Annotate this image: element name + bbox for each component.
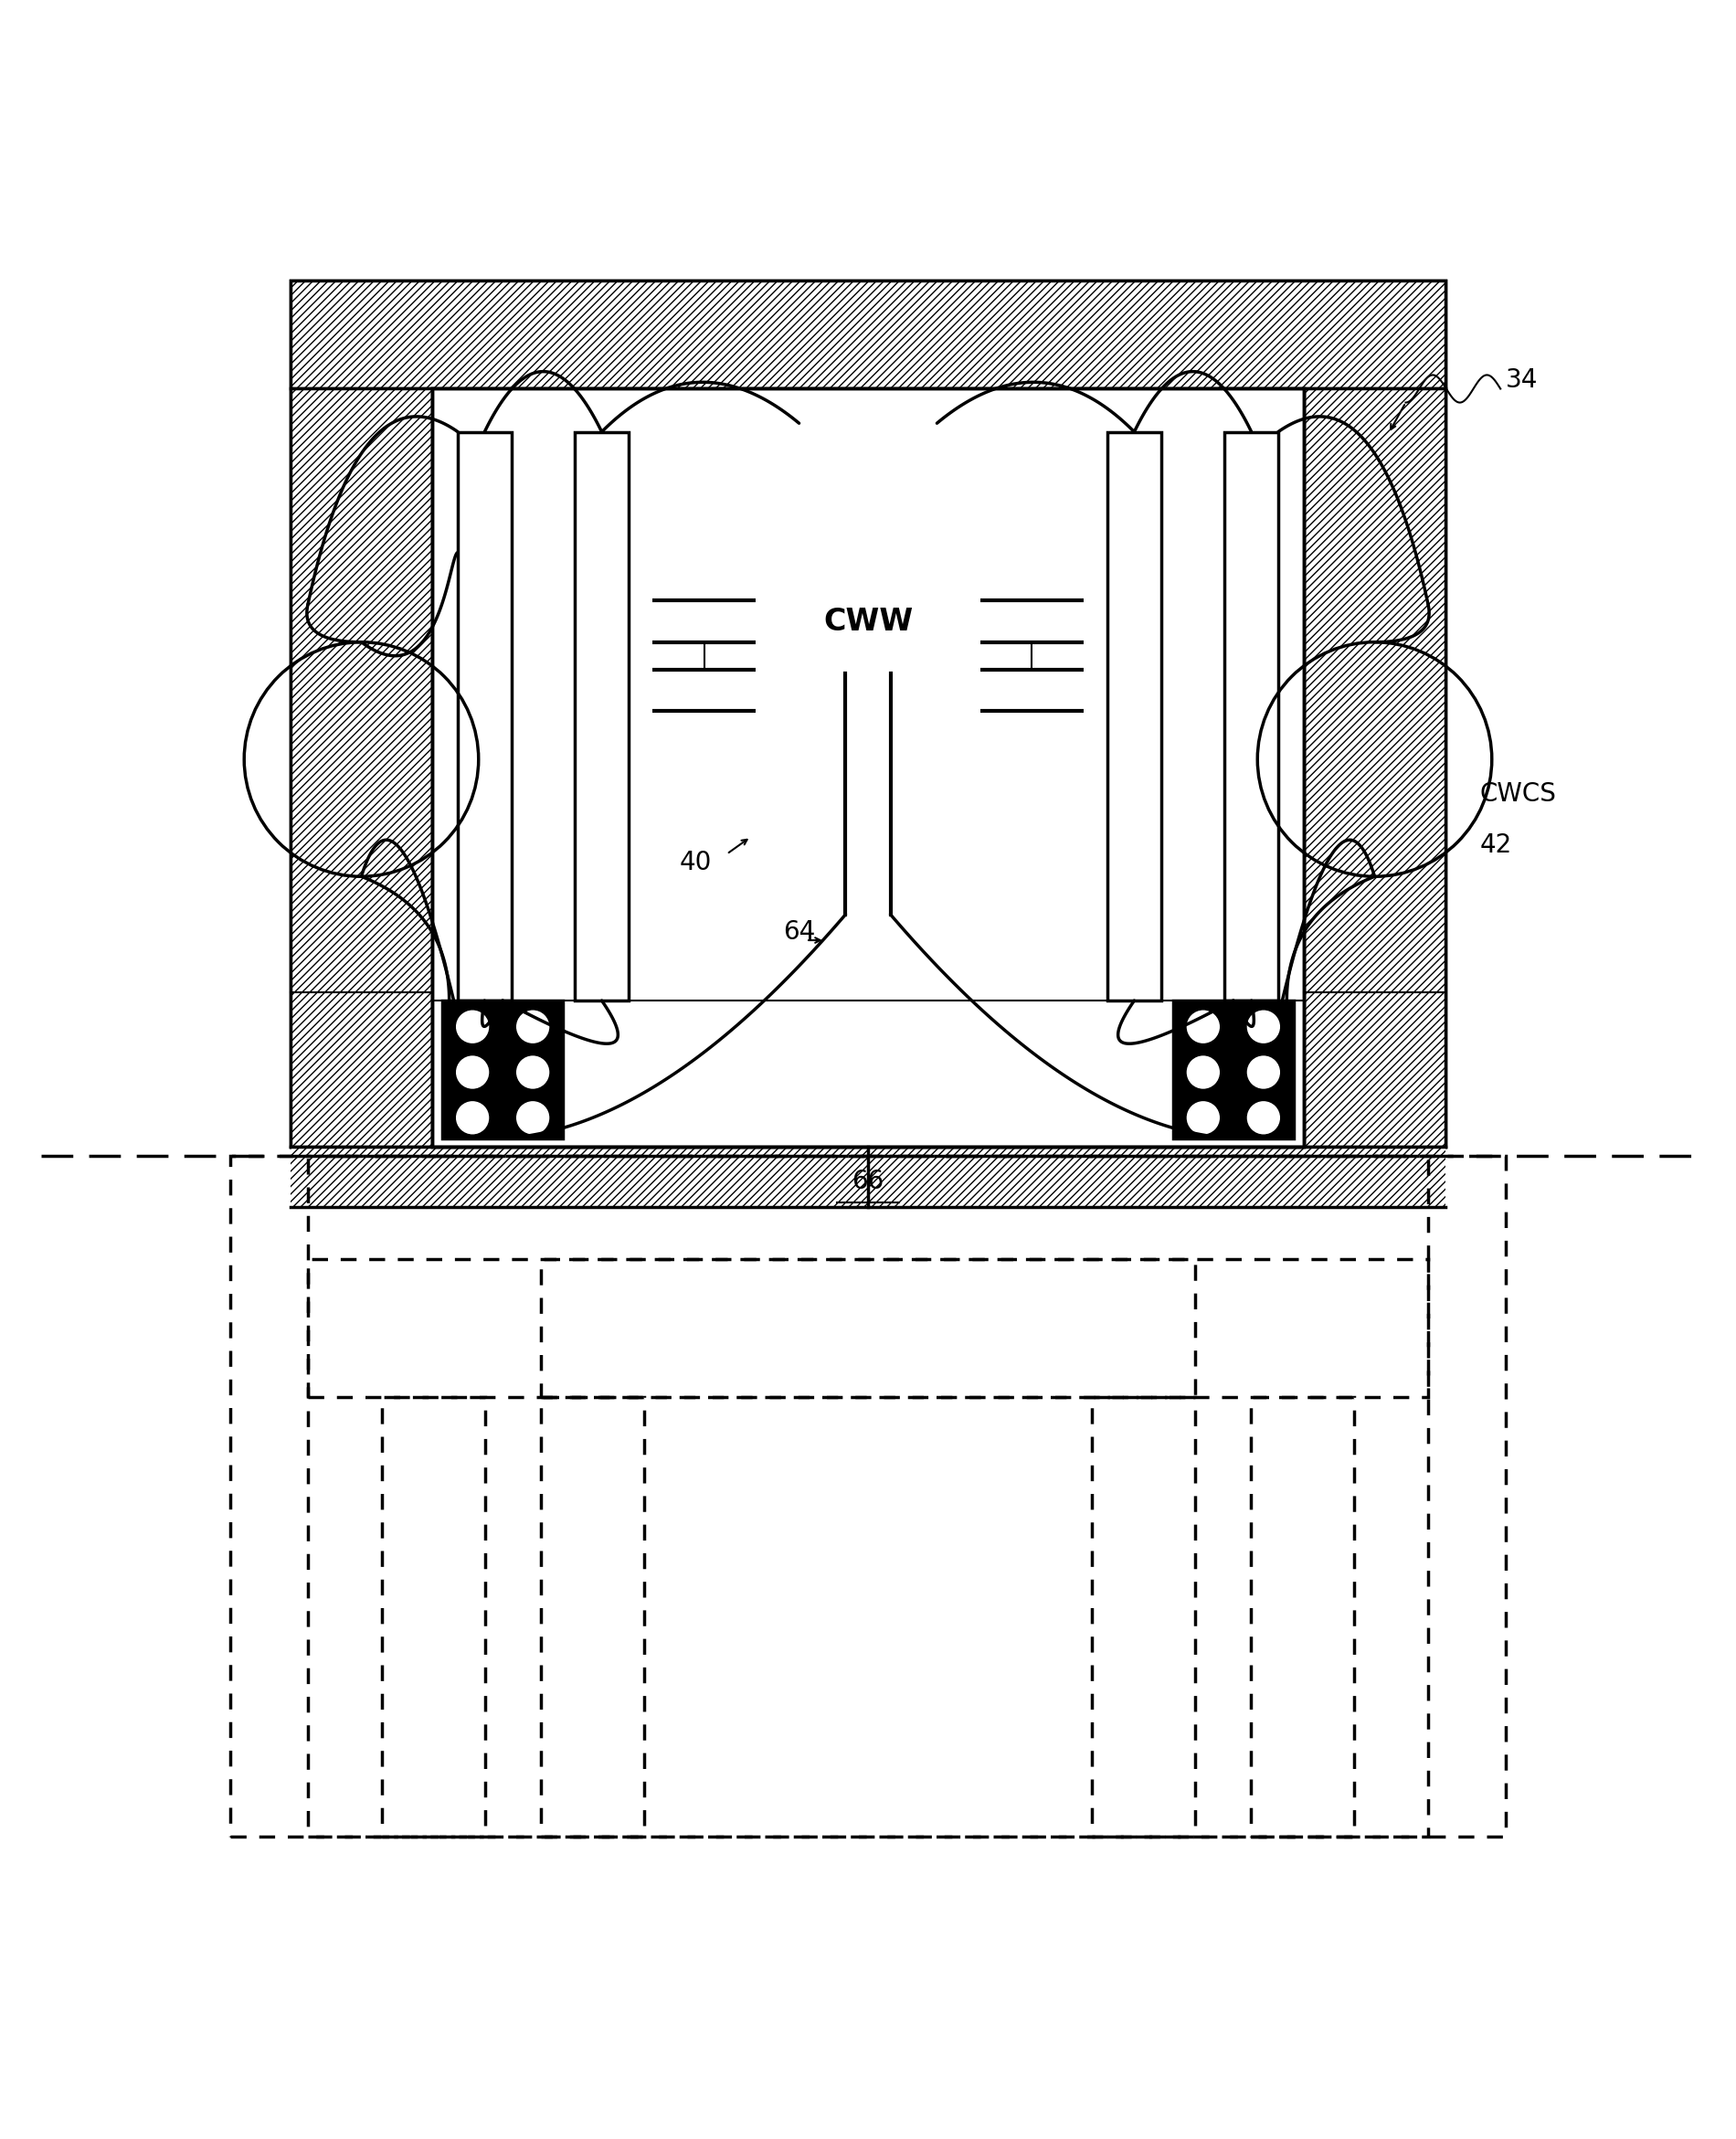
Bar [290, 389, 432, 1147]
Circle shape [516, 1102, 550, 1136]
Bar [290, 1147, 868, 1206]
Bar [540, 1397, 644, 1837]
Text: CWW: CWW [823, 605, 913, 637]
Bar [382, 1397, 486, 1837]
Bar [1224, 432, 1278, 1001]
Circle shape [1246, 1055, 1281, 1089]
Circle shape [1186, 1055, 1220, 1089]
Text: 64: 64 [783, 920, 816, 945]
Text: 34: 34 [1505, 368, 1538, 394]
Bar [868, 1147, 1446, 1206]
Bar [290, 280, 1446, 389]
Bar [432, 389, 1304, 1147]
Bar [1174, 1001, 1293, 1138]
Circle shape [1186, 1102, 1220, 1136]
Bar [458, 432, 512, 1001]
Bar [307, 1260, 1429, 1837]
Text: 66: 66 [852, 1168, 884, 1194]
Text: 40: 40 [679, 849, 712, 875]
Circle shape [1246, 1010, 1281, 1044]
Bar [1108, 432, 1161, 1001]
Bar [432, 389, 1304, 1147]
Circle shape [455, 1102, 490, 1136]
Text: CWCS: CWCS [1479, 781, 1557, 806]
Bar [443, 1001, 562, 1138]
Bar [307, 1155, 1429, 1397]
Bar [575, 432, 628, 1001]
Bar [1250, 1397, 1354, 1837]
Bar [290, 280, 1446, 1147]
Bar [1092, 1397, 1196, 1837]
Bar [540, 1260, 1196, 1397]
Circle shape [1246, 1102, 1281, 1136]
Bar [1304, 389, 1446, 1147]
Text: 42: 42 [1479, 832, 1512, 858]
Circle shape [516, 1010, 550, 1044]
Bar [231, 1155, 1505, 1837]
Circle shape [1186, 1010, 1220, 1044]
Circle shape [455, 1010, 490, 1044]
Circle shape [455, 1055, 490, 1089]
Circle shape [516, 1055, 550, 1089]
